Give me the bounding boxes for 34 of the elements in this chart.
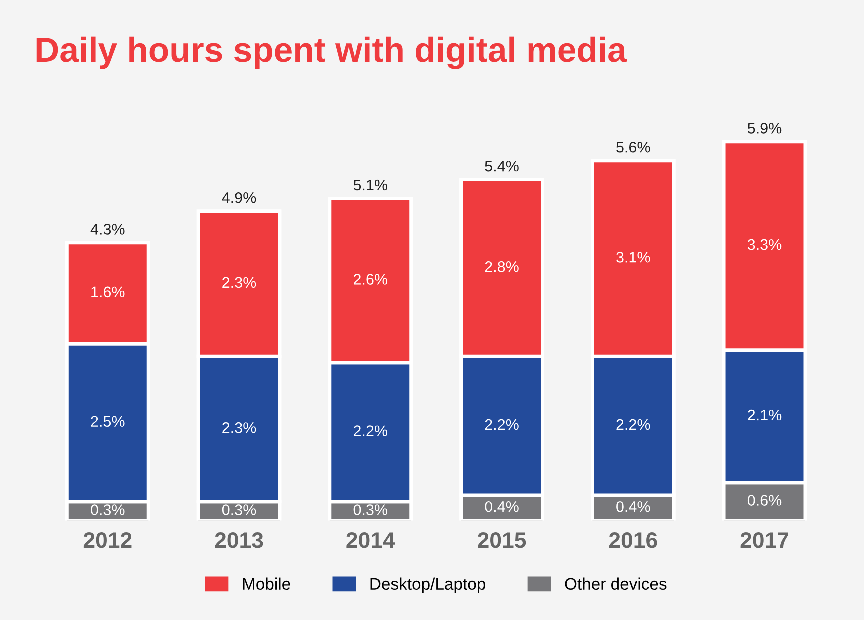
data-label: 0.4%: [616, 501, 650, 512]
legend-label: Other devices: [565, 578, 667, 590]
data-label: 0.3%: [354, 504, 388, 516]
data-label: 1.6%: [92, 286, 125, 298]
data-label: 3.3%: [748, 239, 782, 250]
data-label: 2.8%: [485, 261, 519, 272]
data-label: 0.3%: [222, 504, 256, 516]
x-tick-label: 2015: [478, 532, 526, 548]
data-label: 2.2%: [354, 426, 388, 436]
total-label: 5.1%: [354, 180, 388, 191]
x-tick-label: 2017: [740, 532, 788, 548]
total-label: 5.9%: [748, 123, 782, 134]
data-label: 2.3%: [222, 277, 256, 288]
data-label: 2.3%: [222, 422, 256, 434]
data-label: 3.1%: [616, 252, 650, 263]
x-tick-label: 2012: [84, 532, 132, 548]
data-label: 0.6%: [748, 495, 782, 506]
x-tick-label: 2013: [215, 532, 264, 548]
x-tick-label: 2014: [346, 532, 396, 548]
chart-title: Daily hours spent with digital media: [36, 36, 628, 70]
data-label: 0.3%: [91, 504, 125, 516]
data-label: 2.6%: [354, 274, 388, 285]
total-label: 4.9%: [222, 192, 256, 204]
legend-label: Mobile: [243, 578, 290, 590]
total-label: 5.6%: [616, 142, 650, 153]
data-label: 2.1%: [748, 410, 782, 421]
total-label: 4.3%: [90, 224, 125, 235]
data-label: 2.5%: [91, 416, 125, 428]
data-label: 0.4%: [485, 501, 519, 512]
x-tick-label: 2016: [609, 532, 658, 548]
legend-label: Desktop/Laptop: [370, 578, 486, 594]
data-label: 2.2%: [616, 419, 650, 430]
data-label: 2.2%: [485, 419, 519, 430]
total-label: 5.4%: [485, 160, 519, 172]
